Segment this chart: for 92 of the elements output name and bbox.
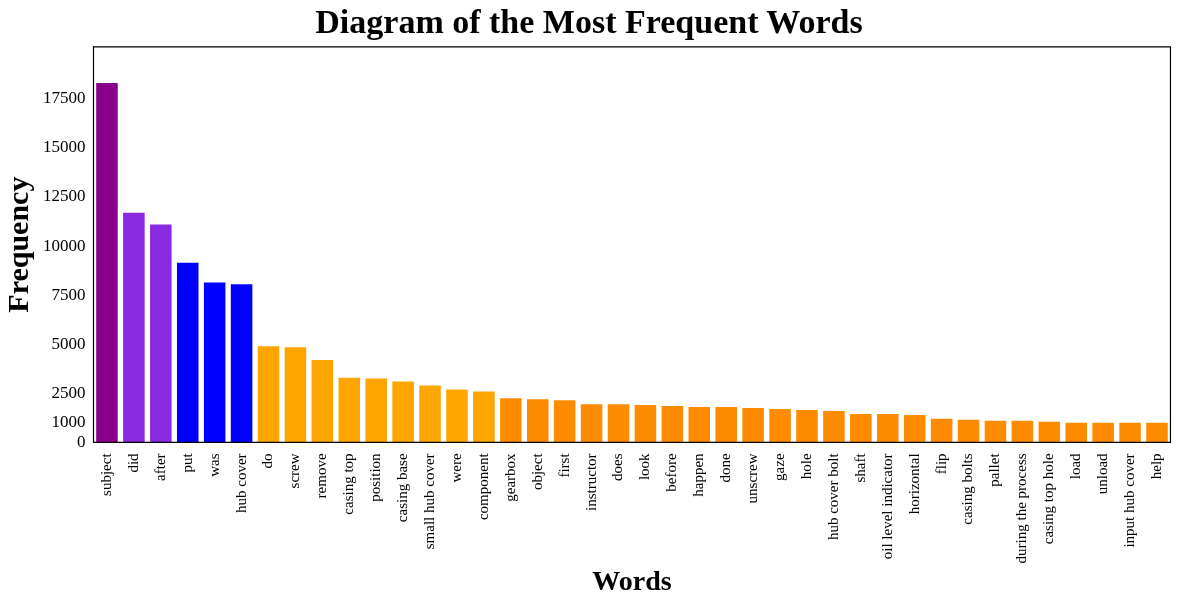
x-tick-label: put (178, 452, 195, 473)
bar (500, 398, 522, 443)
x-tick-label: small hub cover (420, 453, 437, 550)
x-tick-label: oil level indicator (878, 453, 895, 560)
bar (176, 262, 199, 443)
x-tick-label: shaft (851, 452, 868, 483)
x-tick-label: look (636, 452, 653, 481)
bar (796, 410, 818, 443)
bar (580, 404, 603, 443)
bar (634, 405, 657, 443)
bar (984, 420, 1007, 443)
x-tick-label: position (367, 452, 384, 502)
bar (419, 385, 441, 443)
x-tick-label: load (1067, 452, 1084, 480)
x-tick-label: pallet (986, 452, 1003, 487)
x-tick-label: casing top hole (1040, 453, 1057, 545)
bar (1146, 422, 1168, 443)
bar (311, 359, 334, 443)
x-tick-label: unscrew (744, 453, 761, 504)
bar (688, 407, 711, 443)
x-tick-label: does (609, 453, 626, 481)
x-tick-label: casing bolts (959, 453, 976, 525)
bar (338, 377, 361, 443)
x-tick-label: after (151, 453, 168, 481)
x-axis-title: Words (592, 565, 672, 597)
x-tick-label: gaze (771, 453, 787, 481)
x-tick-label: hub cover bolt (824, 452, 841, 541)
bar (392, 381, 414, 443)
bar (1092, 422, 1114, 443)
y-tick-label: 0 (77, 431, 86, 451)
y-tick-label: 2500 (51, 382, 86, 402)
x-tick-label: component (474, 452, 491, 521)
x-tick-label: gearbox (501, 452, 518, 502)
bar (123, 212, 145, 443)
bar (284, 347, 307, 443)
x-tick-label: were (447, 453, 464, 483)
y-tick-label: 17500 (43, 88, 86, 108)
x-tick-label: horizontal (905, 453, 922, 515)
y-tick-label: 1000 (51, 412, 86, 432)
bar (742, 408, 764, 443)
bar (203, 282, 226, 443)
bar (769, 409, 791, 443)
bar (715, 407, 737, 443)
x-tick-label: flip (932, 453, 949, 475)
bar (257, 346, 280, 443)
bar (1011, 420, 1034, 443)
y-axis-title: Frequency (0, 176, 34, 313)
bar (903, 414, 926, 443)
x-tick-label: subject (97, 452, 114, 496)
x-tick-label: instructor (582, 453, 599, 511)
x-tick-label: screw (286, 453, 303, 489)
bar (850, 413, 872, 443)
x-tick-label: help (1147, 453, 1164, 480)
bar (230, 284, 253, 443)
bar (957, 419, 980, 443)
bar (823, 411, 845, 443)
bar (1038, 421, 1061, 443)
x-tick-label: casing base (394, 453, 411, 523)
bar (1119, 422, 1141, 443)
x-tick-label: happen (690, 452, 707, 497)
y-tick-label: 7500 (51, 284, 86, 304)
x-tick-label: input hub cover (1121, 453, 1138, 548)
x-tick-label: was (205, 453, 222, 477)
x-tick-label: remove (313, 453, 330, 499)
bar (365, 378, 387, 443)
y-tick-label: 5000 (51, 333, 86, 353)
bar (526, 399, 549, 443)
x-tick-label: first (555, 452, 572, 478)
bar (607, 404, 630, 443)
y-tick-label: 10000 (43, 235, 86, 255)
bar (1065, 422, 1087, 443)
bar (473, 391, 495, 443)
bar (930, 418, 953, 443)
chart-title: Diagram of the Most Frequent Words (315, 3, 863, 41)
x-tick-label: do (259, 453, 276, 469)
y-tick-label: 15000 (43, 137, 86, 157)
bar (553, 400, 576, 443)
x-tick-label: unload (1094, 452, 1111, 495)
bar (446, 389, 468, 443)
x-tick-label: object (528, 452, 545, 491)
y-tick-label: 12500 (43, 186, 86, 206)
bar (150, 224, 172, 443)
bar (876, 413, 899, 443)
x-tick-label: during the process (1013, 453, 1030, 564)
x-tick-label: did (124, 452, 141, 473)
bar (96, 83, 118, 443)
x-tick-label: hub cover (232, 453, 249, 513)
x-tick-label: before (663, 453, 680, 492)
x-tick-label: hole (797, 453, 814, 480)
x-tick-label: done (717, 453, 734, 483)
bar (661, 406, 684, 443)
x-tick-label: casing top (340, 453, 357, 515)
